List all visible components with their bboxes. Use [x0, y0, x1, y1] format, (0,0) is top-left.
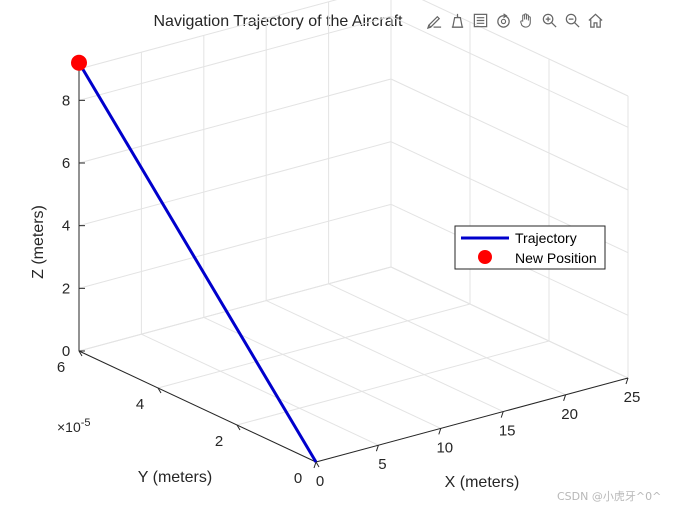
new-position-marker: [71, 54, 87, 71]
legend-icon: [473, 13, 488, 27]
y-axis-label: Y (meters): [138, 469, 212, 486]
grid-line: [390, 15, 629, 128]
y-tick: [157, 387, 162, 394]
x-tick-label: 20: [561, 406, 578, 423]
grid-line: [265, 300, 504, 413]
x-tick-label: 5: [378, 456, 386, 473]
watermark: CSDN @小虎牙^0^: [557, 490, 662, 503]
x-tick: [438, 428, 442, 435]
x-tick-label: 10: [436, 439, 453, 456]
grid-line: [78, 266, 392, 352]
data-series: [71, 54, 318, 463]
zoom-in-icon: [542, 13, 557, 28]
grid-line: [157, 303, 471, 389]
z-tick-label: 8: [62, 92, 70, 109]
y-tick-label: 4: [136, 396, 144, 413]
rotate-button[interactable]: [493, 10, 514, 31]
z-tick-label: 6: [62, 155, 70, 172]
z-tick-label: 2: [62, 280, 70, 297]
box-edge: [421, 0, 629, 97]
z-tick-label: 4: [62, 218, 70, 235]
y-axis-line: [78, 350, 317, 463]
z-axis-label: Z (meters): [30, 205, 47, 279]
grid-line: [78, 203, 392, 289]
y-tick: [315, 461, 320, 468]
zoom-out-button[interactable]: [562, 10, 583, 31]
y-tick: [236, 424, 241, 431]
y-tick-label: 2: [215, 433, 223, 450]
x-tick-label: 15: [499, 423, 516, 440]
x-tick: [563, 394, 567, 401]
legend-button[interactable]: [470, 10, 491, 31]
axes-toolbar: [424, 9, 606, 31]
grid-line: [390, 78, 629, 191]
home-button[interactable]: [585, 10, 606, 31]
rotate-icon: [497, 12, 510, 28]
legend-new-position-label: New Position: [515, 250, 597, 266]
legend[interactable]: Trajectory New Position: [454, 225, 606, 270]
grid-lines: [78, 0, 629, 463]
pan-icon: [520, 12, 531, 28]
y-tick-label: 6: [57, 359, 65, 376]
x-tick-label: 25: [624, 389, 641, 406]
z-tick-label: 0: [62, 343, 70, 360]
x-axis-line: [315, 377, 629, 463]
axis-lines: [78, 69, 629, 469]
grid-line: [390, 266, 629, 379]
grid-line: [236, 340, 550, 426]
trajectory-line: [77, 61, 318, 463]
x-tick-label: 0: [316, 473, 324, 490]
home-icon: [588, 13, 603, 28]
legend-new-position-swatch: [478, 250, 492, 264]
brush-icon: [426, 15, 442, 29]
y-tick: [78, 350, 83, 357]
x-tick: [375, 445, 379, 452]
grid-line: [141, 333, 379, 446]
x-tick: [500, 411, 504, 418]
legend-trajectory-label: Trajectory: [515, 230, 577, 246]
x-tick: [625, 377, 629, 385]
grid-line: [203, 316, 442, 429]
pan-button[interactable]: [516, 10, 537, 31]
zoom-out-icon: [565, 13, 580, 28]
y-tick-label: 0: [294, 470, 302, 487]
brush-button[interactable]: [424, 10, 445, 31]
data-tips-button[interactable]: [447, 10, 468, 31]
y-exponent-label: ×10-5: [57, 417, 91, 435]
grid-line: [328, 283, 566, 396]
zoom-in-button[interactable]: [539, 10, 560, 31]
grid-line: [78, 141, 392, 227]
x-tick: [313, 461, 317, 469]
box-edge: [78, 0, 338, 70]
grid-line: [78, 78, 392, 164]
data-tips-icon: [451, 13, 464, 28]
x-axis-label: X (meters): [445, 474, 520, 491]
chart-title: Navigation Trajectory of the Aircraft: [154, 13, 404, 30]
grid-line: [78, 15, 392, 101]
